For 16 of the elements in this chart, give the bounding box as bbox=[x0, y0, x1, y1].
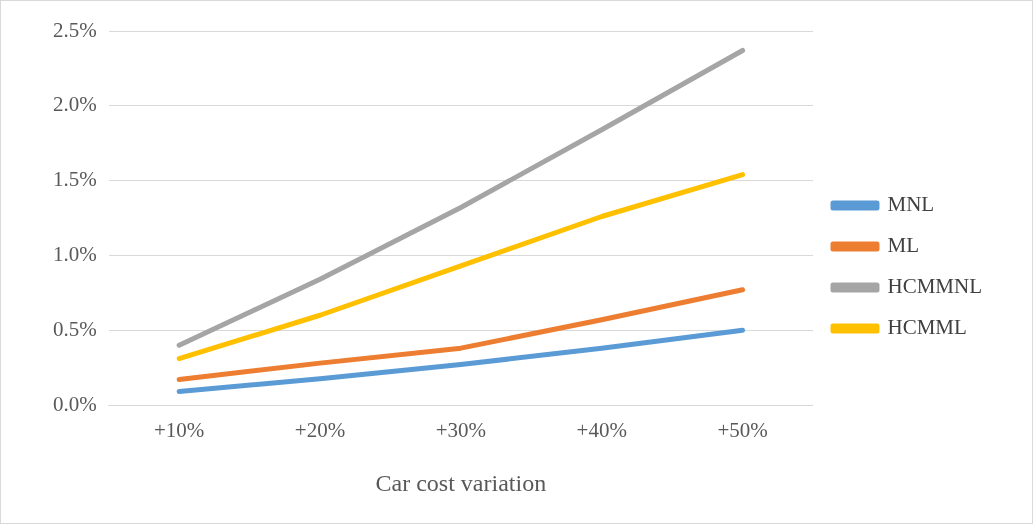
x-tick-label: +20% bbox=[294, 418, 346, 443]
x-tick-label: +30% bbox=[435, 418, 487, 443]
x-axis-title: Car cost variation bbox=[375, 469, 547, 496]
legend-label: HCMML bbox=[887, 315, 967, 340]
y-tick-label: 1.0% bbox=[52, 241, 97, 266]
y-tick-label: 1.5% bbox=[52, 167, 97, 192]
y-tick-label: 0.0% bbox=[52, 391, 97, 416]
x-tick-label: +10% bbox=[154, 418, 205, 443]
x-tick-label: +50% bbox=[717, 418, 768, 443]
x-tick-label: +40% bbox=[576, 418, 627, 443]
y-tick-label: 0.5% bbox=[52, 316, 97, 341]
legend-label: ML bbox=[887, 233, 919, 258]
y-tick-label: 2.5% bbox=[52, 17, 97, 42]
legend-label: HCMMNL bbox=[887, 274, 983, 299]
legend-label: MNL bbox=[887, 192, 935, 217]
y-tick-label: 2.0% bbox=[52, 92, 97, 117]
